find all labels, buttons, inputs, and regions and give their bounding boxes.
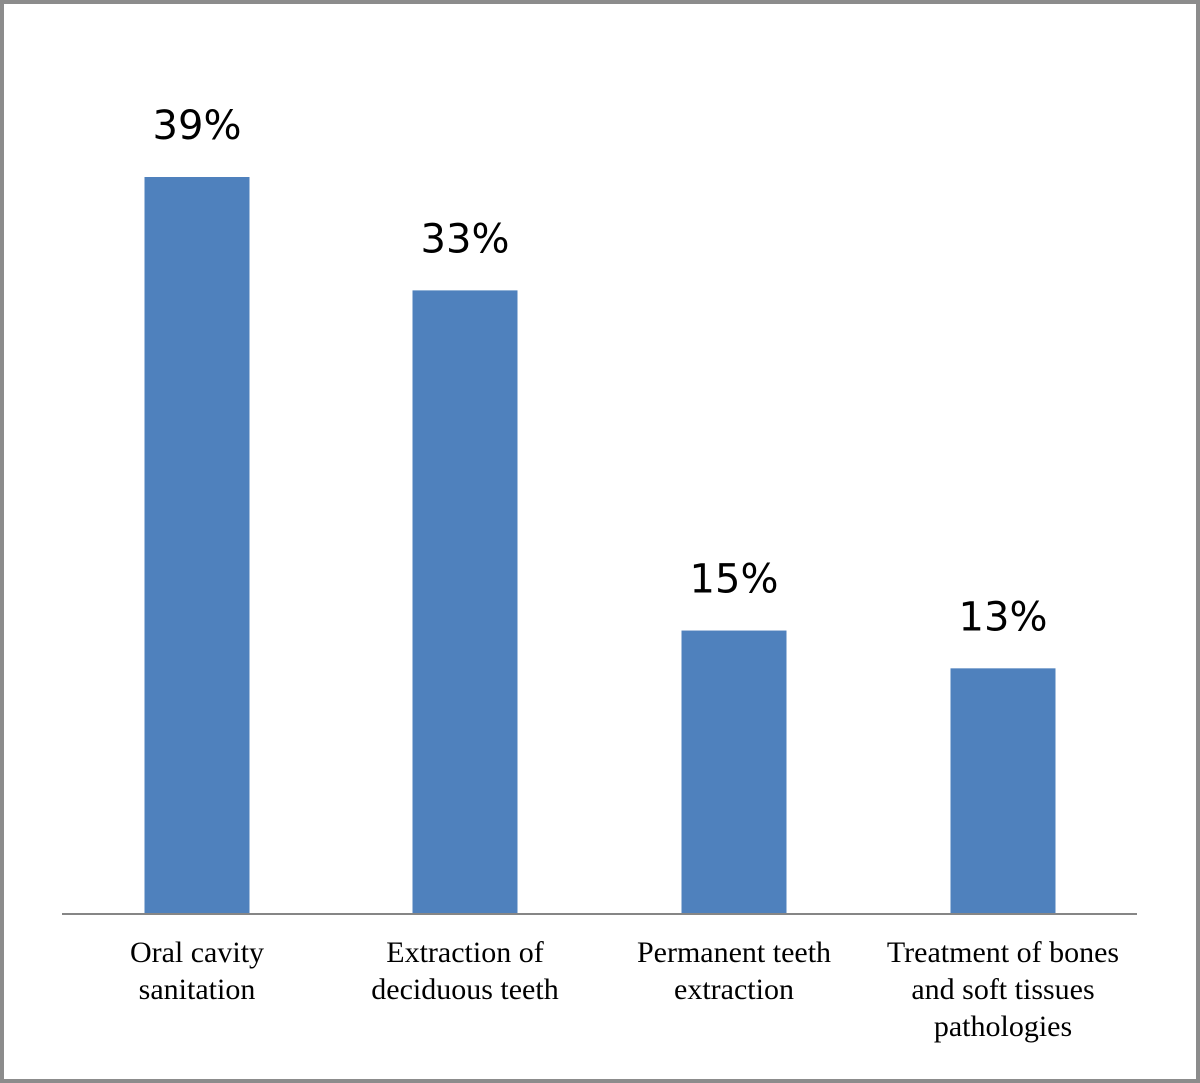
value-labels-group: 39% 33% 15% 13%: [153, 103, 1048, 640]
category-label-4: Treatment of bones and soft tissues pathol…: [887, 936, 1119, 1043]
value-label-2: 33%: [421, 216, 510, 262]
category-label-4-line-3: pathologies: [934, 1010, 1072, 1043]
value-label-4: 13%: [959, 594, 1048, 640]
value-label-3: 15%: [690, 557, 779, 603]
bar-1: [144, 177, 250, 914]
category-label-4-line-2: and soft tissues: [911, 973, 1094, 1006]
bar-chart: 39% 33% 15% 13% Oral cavity sanitation Extrac…: [62, 103, 1137, 1043]
category-label-2: Extraction of deciduous teeth: [371, 936, 558, 1006]
bar-4: [950, 668, 1056, 914]
category-label-2-line-1: Extraction of: [386, 936, 543, 969]
bar-2: [412, 290, 518, 914]
category-labels-group: Oral cavity sanitation Extraction of decidu…: [130, 936, 1119, 1043]
category-label-1-line-2: sanitation: [139, 973, 256, 1006]
bar-3: [681, 630, 787, 914]
category-label-3-line-1: Permanent teeth: [637, 936, 831, 969]
value-label-1: 39%: [153, 103, 242, 149]
category-label-1: Oral cavity sanitation: [130, 936, 264, 1006]
category-label-1-line-1: Oral cavity: [130, 936, 264, 969]
category-label-2-line-2: deciduous teeth: [371, 973, 558, 1006]
category-label-3-line-2: extraction: [674, 973, 794, 1006]
bars-group: [144, 177, 1056, 914]
category-label-4-line-1: Treatment of bones: [887, 936, 1119, 969]
category-label-3: Permanent teeth extraction: [637, 936, 831, 1006]
